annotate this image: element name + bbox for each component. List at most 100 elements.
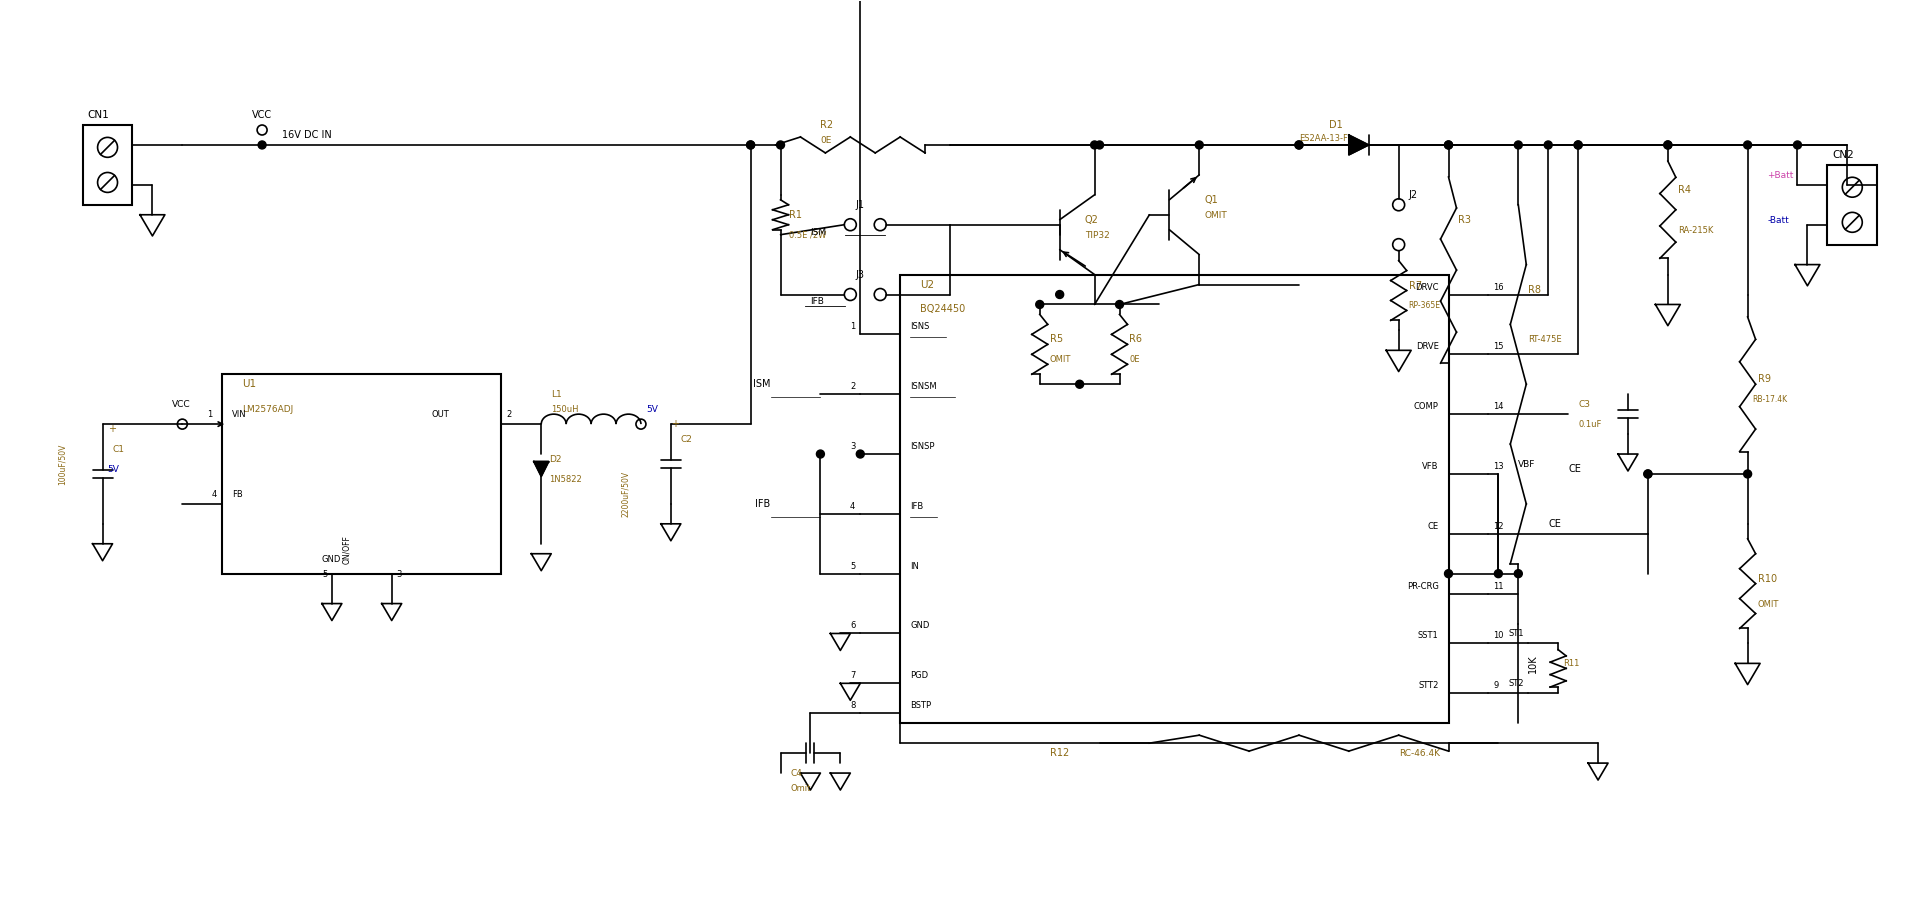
- Polygon shape: [1348, 135, 1369, 155]
- Circle shape: [1574, 141, 1581, 149]
- Text: 0E: 0E: [1130, 356, 1140, 364]
- Text: R6: R6: [1130, 334, 1143, 345]
- Circle shape: [1514, 141, 1522, 149]
- Circle shape: [746, 141, 755, 149]
- Text: R1: R1: [788, 210, 801, 220]
- Text: VIN: VIN: [231, 410, 247, 419]
- Text: RT-475E: RT-475E: [1528, 335, 1562, 345]
- Text: -Batt: -Batt: [1767, 215, 1790, 225]
- Text: OMIT: OMIT: [1205, 211, 1228, 220]
- Text: ISM: ISM: [811, 227, 826, 237]
- Text: CE: CE: [1428, 522, 1438, 530]
- Text: ON/OFF: ON/OFF: [342, 535, 350, 564]
- Circle shape: [857, 450, 864, 458]
- Text: 4: 4: [212, 490, 218, 499]
- Circle shape: [1445, 141, 1453, 149]
- Text: C3: C3: [1577, 400, 1591, 409]
- Text: 13: 13: [1493, 462, 1505, 471]
- Text: GND: GND: [910, 622, 929, 630]
- Bar: [901, 274, 1449, 723]
- Circle shape: [1445, 141, 1453, 149]
- Text: 1: 1: [851, 322, 855, 332]
- Text: 14: 14: [1493, 402, 1505, 411]
- Text: OMIT: OMIT: [1050, 356, 1071, 364]
- Text: RB-17.4K: RB-17.4K: [1753, 395, 1788, 404]
- Text: CE: CE: [1568, 464, 1581, 474]
- Text: 3: 3: [396, 570, 402, 578]
- Text: 150uH: 150uH: [551, 405, 579, 414]
- Text: STT2: STT2: [1419, 681, 1438, 690]
- Text: 2: 2: [851, 383, 855, 391]
- Text: ISNS: ISNS: [910, 322, 929, 332]
- Text: 6: 6: [851, 622, 855, 630]
- Text: BSTP: BSTP: [910, 701, 931, 711]
- Text: RC-46.4K: RC-46.4K: [1400, 749, 1440, 758]
- Text: ST2: ST2: [1509, 679, 1524, 688]
- Text: 16V DC IN: 16V DC IN: [283, 130, 333, 140]
- Text: 0.1uF: 0.1uF: [1577, 420, 1602, 429]
- Text: BQ24450: BQ24450: [920, 304, 966, 314]
- Text: IFB: IFB: [755, 499, 771, 509]
- Text: 15: 15: [1493, 342, 1505, 351]
- Circle shape: [1574, 141, 1581, 149]
- Circle shape: [1096, 141, 1103, 149]
- Circle shape: [1294, 141, 1302, 149]
- Text: 5V: 5V: [646, 405, 658, 414]
- Text: Q1: Q1: [1205, 195, 1218, 205]
- Circle shape: [1294, 141, 1302, 149]
- Text: CN2: CN2: [1832, 150, 1855, 160]
- Text: 11: 11: [1493, 581, 1505, 590]
- Text: 4: 4: [851, 502, 855, 511]
- Text: C2: C2: [681, 435, 692, 444]
- Text: +: +: [671, 419, 679, 429]
- Text: Omit: Omit: [790, 784, 811, 793]
- Text: ISNSP: ISNSP: [910, 442, 935, 451]
- Text: R11: R11: [1564, 660, 1579, 668]
- Text: OMIT: OMIT: [1757, 600, 1778, 609]
- Text: J1: J1: [855, 200, 864, 210]
- Text: 10K: 10K: [1528, 655, 1539, 674]
- Text: R3: R3: [1459, 214, 1472, 225]
- Text: 5V: 5V: [107, 465, 119, 474]
- Text: ST1: ST1: [1509, 629, 1524, 638]
- Text: C4: C4: [790, 769, 803, 778]
- Text: 0.5E /2W: 0.5E /2W: [788, 231, 826, 239]
- Bar: [222, 374, 501, 574]
- Text: IFB: IFB: [910, 502, 923, 511]
- Circle shape: [816, 450, 824, 458]
- Text: R10: R10: [1757, 574, 1776, 584]
- Text: GND: GND: [321, 554, 340, 564]
- Text: 3: 3: [851, 442, 855, 451]
- Circle shape: [1545, 141, 1553, 149]
- Text: 10: 10: [1493, 631, 1505, 640]
- Circle shape: [1793, 141, 1801, 149]
- Circle shape: [1514, 570, 1522, 578]
- Text: OUT: OUT: [432, 410, 449, 419]
- Text: 100uF/50V: 100uF/50V: [57, 444, 67, 485]
- Text: 1N5822: 1N5822: [549, 475, 581, 484]
- Circle shape: [1076, 381, 1084, 388]
- Text: R5: R5: [1050, 334, 1063, 345]
- Circle shape: [1663, 141, 1671, 149]
- Text: J3: J3: [855, 270, 864, 280]
- Text: R12: R12: [1050, 748, 1069, 758]
- Circle shape: [1663, 141, 1671, 149]
- Text: 12: 12: [1493, 522, 1505, 530]
- Circle shape: [1090, 141, 1099, 149]
- Text: SST1: SST1: [1419, 631, 1438, 640]
- Text: COMP: COMP: [1413, 402, 1438, 411]
- Text: R8: R8: [1528, 285, 1541, 295]
- Text: VCC: VCC: [172, 400, 191, 409]
- Circle shape: [1495, 570, 1503, 578]
- Circle shape: [776, 141, 784, 149]
- Text: VBF: VBF: [1518, 460, 1535, 469]
- Text: ISM: ISM: [753, 379, 771, 389]
- Text: J2: J2: [1409, 189, 1419, 200]
- Text: DRVC: DRVC: [1415, 283, 1438, 291]
- Circle shape: [1644, 470, 1652, 478]
- Polygon shape: [533, 461, 549, 477]
- Text: PGD: PGD: [910, 672, 927, 680]
- Circle shape: [1036, 300, 1044, 309]
- Circle shape: [746, 141, 755, 149]
- Text: R2: R2: [820, 120, 834, 130]
